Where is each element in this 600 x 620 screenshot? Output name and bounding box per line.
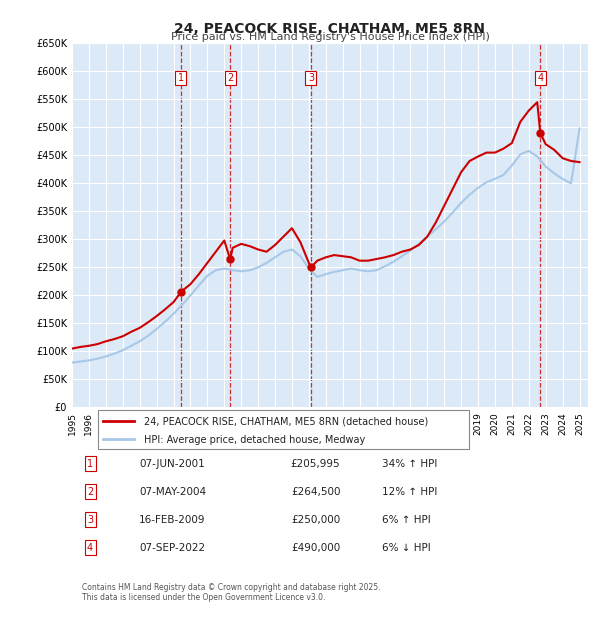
Text: 07-SEP-2022: 07-SEP-2022: [139, 543, 205, 553]
Text: 3: 3: [308, 73, 314, 83]
Text: 12% ↑ HPI: 12% ↑ HPI: [382, 487, 437, 497]
Text: £490,000: £490,000: [291, 543, 340, 553]
Text: 4: 4: [537, 73, 544, 83]
Text: Contains HM Land Registry data © Crown copyright and database right 2025.
This d: Contains HM Land Registry data © Crown c…: [82, 583, 381, 602]
Text: £250,000: £250,000: [291, 515, 340, 525]
Text: 07-MAY-2004: 07-MAY-2004: [139, 487, 206, 497]
Text: 3: 3: [87, 515, 93, 525]
Text: 07-JUN-2001: 07-JUN-2001: [139, 459, 205, 469]
Text: 2: 2: [87, 487, 93, 497]
Text: 24, PEACOCK RISE, CHATHAM, ME5 8RN: 24, PEACOCK RISE, CHATHAM, ME5 8RN: [175, 22, 485, 36]
Text: 6% ↓ HPI: 6% ↓ HPI: [382, 543, 430, 553]
Text: 16-FEB-2009: 16-FEB-2009: [139, 515, 206, 525]
Text: 34% ↑ HPI: 34% ↑ HPI: [382, 459, 437, 469]
Text: HPI: Average price, detached house, Medway: HPI: Average price, detached house, Medw…: [144, 435, 365, 445]
Text: 1: 1: [178, 73, 184, 83]
Text: £264,500: £264,500: [291, 487, 340, 497]
Text: 4: 4: [87, 543, 93, 553]
Text: 6% ↑ HPI: 6% ↑ HPI: [382, 515, 430, 525]
Text: 2: 2: [227, 73, 233, 83]
Text: 24, PEACOCK RISE, CHATHAM, ME5 8RN (detached house): 24, PEACOCK RISE, CHATHAM, ME5 8RN (deta…: [144, 417, 428, 427]
Text: 1: 1: [87, 459, 93, 469]
Text: Price paid vs. HM Land Registry's House Price Index (HPI): Price paid vs. HM Land Registry's House …: [170, 32, 490, 42]
FancyBboxPatch shape: [98, 410, 469, 449]
Text: £205,995: £205,995: [290, 459, 340, 469]
